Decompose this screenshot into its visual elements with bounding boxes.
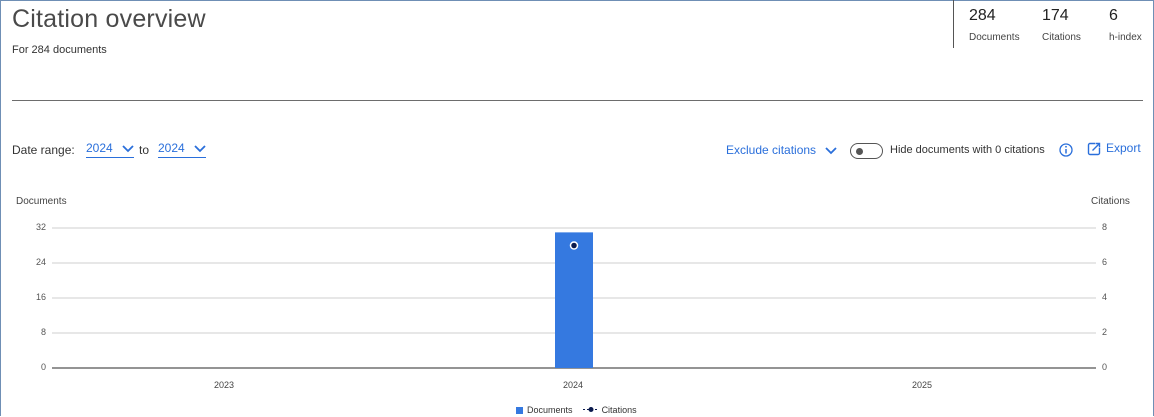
legend-item-documents[interactable]: Documents — [516, 405, 573, 415]
chevron-down-icon — [122, 145, 134, 153]
export-icon — [1087, 142, 1101, 156]
hide-zero-citations-label: Hide documents with 0 citations — [890, 144, 1045, 156]
date-from-dropdown[interactable]: 2024 — [86, 141, 135, 158]
bar-documents-2024[interactable] — [555, 232, 593, 368]
stat-label: h-index — [1109, 32, 1142, 43]
legend-swatch — [516, 407, 523, 414]
legend-item-citations[interactable]: Citations — [583, 405, 637, 415]
y-axis-right-title: Citations — [1091, 196, 1130, 207]
page-title: Citation overview — [12, 5, 206, 33]
chevron-down-icon — [825, 147, 838, 155]
y-tick-right: 0 — [1102, 362, 1108, 372]
stat-label: Citations — [1042, 32, 1081, 43]
y-tick-left: 0 — [41, 362, 47, 372]
y-tick-right: 2 — [1102, 327, 1108, 337]
hide-zero-citations-toggle[interactable] — [850, 143, 883, 159]
legend-line-marker — [583, 407, 600, 412]
y-tick-left: 32 — [36, 222, 47, 232]
legend-label: Documents — [527, 405, 573, 415]
export-button[interactable]: Export — [1087, 141, 1141, 156]
stat-value: 174 — [1042, 7, 1069, 24]
stat-value: 6 — [1109, 7, 1118, 24]
stat-label: Documents — [969, 32, 1020, 43]
x-tick-label: 2025 — [912, 380, 933, 390]
y-tick-left: 24 — [36, 257, 47, 267]
legend-label: Citations — [601, 405, 637, 415]
chevron-down-icon — [194, 145, 206, 153]
date-to-label: to — [139, 143, 150, 157]
stat-value: 284 — [969, 7, 996, 24]
point-citations-2024[interactable] — [569, 241, 579, 250]
header-divider — [12, 100, 1143, 101]
info-icon[interactable] — [1059, 143, 1073, 157]
y-axis-left-title: Documents — [16, 196, 67, 207]
stats-summary: 284 Documents 174 Citations 6 h-index — [953, 0, 1142, 48]
chart-legend: Documents Citations — [516, 405, 637, 415]
y-tick-right: 8 — [1102, 222, 1108, 232]
y-tick-left: 8 — [41, 327, 47, 337]
exclude-citations-label: Exclude citations — [726, 143, 817, 157]
toggle-knob — [856, 147, 863, 155]
exclude-citations-dropdown[interactable]: Exclude citations — [726, 143, 838, 157]
date-range-label: Date range: — [12, 143, 75, 157]
x-tick-label: 2023 — [214, 380, 235, 390]
y-tick-right: 4 — [1102, 292, 1108, 302]
date-to-dropdown[interactable]: 2024 — [158, 141, 207, 158]
date-to-value: 2024 — [158, 141, 185, 155]
y-tick-right: 6 — [1102, 257, 1108, 267]
page-subtitle: For 284 documents — [12, 44, 107, 56]
date-from-value: 2024 — [86, 141, 113, 155]
x-tick-label: 2024 — [563, 380, 584, 390]
y-tick-left: 16 — [36, 292, 47, 302]
export-label: Export — [1106, 141, 1141, 155]
